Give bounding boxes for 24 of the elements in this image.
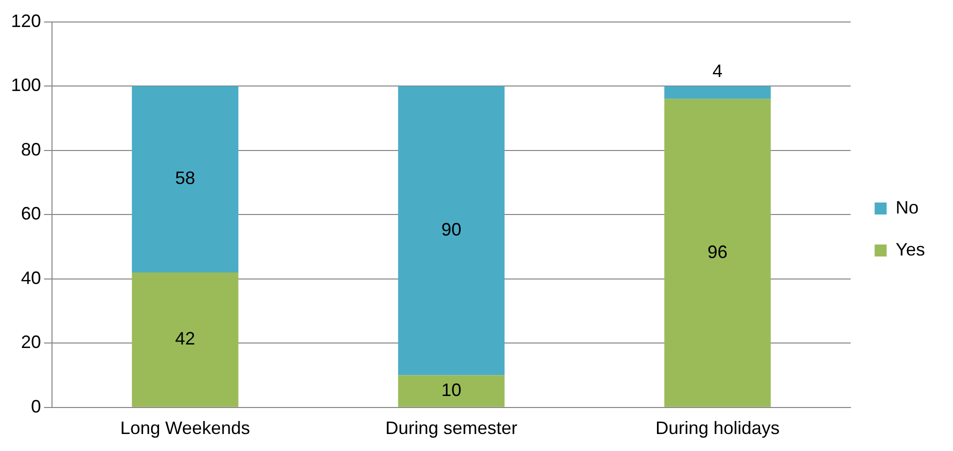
bar xyxy=(398,86,505,376)
x-tick-label: During semester xyxy=(385,418,518,438)
y-tick-label: 120 xyxy=(10,10,42,31)
data-label: 90 xyxy=(441,220,462,240)
data-label: 10 xyxy=(441,380,462,400)
y-tick-label: 100 xyxy=(10,75,42,96)
y-tick-label: 60 xyxy=(21,204,42,224)
y-tick-label: 40 xyxy=(21,268,42,288)
data-label: 4 xyxy=(712,61,723,82)
data-label: 42 xyxy=(175,328,196,349)
legend-label: No xyxy=(896,197,919,218)
legend-label: Yes xyxy=(896,239,926,260)
y-tick-label: 0 xyxy=(31,396,42,416)
data-label: 58 xyxy=(175,168,196,188)
data-label: 96 xyxy=(708,242,728,262)
bar xyxy=(664,86,771,99)
x-tick-label: Long Weekends xyxy=(120,418,250,438)
bar xyxy=(132,86,238,272)
bar xyxy=(398,375,505,407)
y-tick-label: 80 xyxy=(21,139,42,160)
bar xyxy=(664,98,771,407)
bar xyxy=(132,272,238,407)
x-tick-label: During holidays xyxy=(655,418,780,438)
y-tick-label: 20 xyxy=(21,332,42,352)
